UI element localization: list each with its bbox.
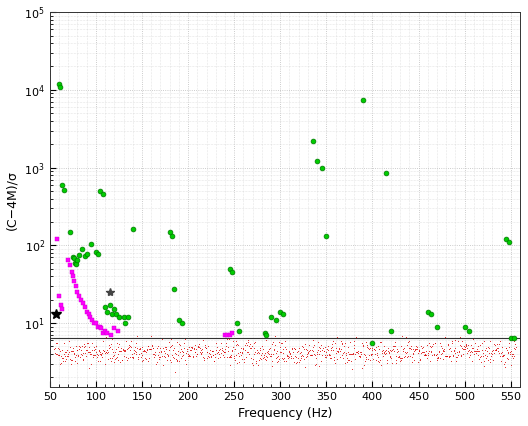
Point (106, 302, 114, 308)
Point (78, 245, 86, 252)
Point (68, 269, 76, 276)
Point (114, 327, 122, 334)
Point (115, 314, 123, 320)
Point (128, 226, 137, 233)
Point (308, 138, 317, 144)
Point (228, 269, 237, 276)
Point (101, 304, 109, 311)
Point (112, 311, 120, 317)
Point (313, 158, 322, 165)
Point (103, 329, 111, 336)
Point (168, 233, 177, 240)
Point (96, 187, 105, 194)
Point (107, 311, 116, 317)
Point (96, 323, 104, 330)
Point (228, 329, 237, 336)
Point (276, 308, 285, 315)
Point (79, 300, 87, 307)
Point (73, 289, 82, 296)
Point (70, 277, 78, 284)
Point (55, 293, 63, 300)
Point (90, 320, 98, 326)
Point (88, 317, 97, 323)
Point (119, 314, 128, 320)
Point (165, 228, 174, 235)
Point (58, 306, 66, 313)
Point (124, 314, 133, 320)
Point (81, 253, 89, 260)
Point (234, 327, 243, 334)
Point (359, 96, 367, 103)
Point (101, 327, 109, 334)
Point (465, 327, 474, 334)
Point (223, 331, 231, 338)
Point (64, 256, 72, 263)
Point (110, 306, 119, 313)
Point (97, 325, 106, 332)
Point (56, 302, 65, 308)
Point (82, 250, 91, 257)
Point (53, 236, 61, 242)
Point (260, 329, 269, 336)
Point (460, 323, 469, 330)
Point (81, 304, 89, 311)
Point (510, 334, 518, 341)
Point (506, 334, 515, 341)
Point (267, 314, 275, 320)
Point (99, 329, 108, 336)
Point (386, 327, 395, 334)
Point (55, 81, 63, 87)
Point (505, 239, 513, 245)
Point (221, 331, 229, 338)
Point (271, 317, 280, 323)
Point (69, 273, 77, 279)
Point (233, 320, 241, 326)
Point (177, 320, 186, 326)
Point (93, 250, 102, 257)
Point (84, 311, 93, 317)
Point (382, 170, 391, 176)
Point (103, 308, 111, 315)
Point (110, 325, 119, 332)
Point (433, 323, 441, 330)
Point (175, 317, 183, 323)
Point (423, 308, 432, 315)
Point (58, 181, 66, 188)
Point (70, 259, 79, 266)
Point (87, 240, 96, 247)
Point (121, 320, 129, 326)
Point (426, 311, 435, 317)
Point (75, 293, 83, 300)
Point (262, 331, 271, 338)
Point (55, 83, 64, 90)
Point (92, 249, 100, 256)
Point (73, 256, 82, 263)
Point (77, 296, 86, 303)
X-axis label: Frequency (Hz): Frequency (Hz) (238, 407, 332, 420)
Point (99, 190, 108, 197)
Point (368, 340, 376, 347)
Point (82, 308, 91, 315)
Point (69, 254, 77, 261)
Point (107, 331, 115, 338)
Point (170, 286, 178, 293)
Point (279, 311, 287, 317)
Point (93, 323, 102, 330)
Point (502, 236, 511, 242)
Point (71, 260, 80, 267)
Point (92, 320, 100, 326)
Y-axis label: (C−4M)/σ: (C−4M)/σ (6, 170, 18, 230)
Point (70, 255, 78, 262)
Point (322, 233, 331, 240)
Point (71, 282, 80, 289)
Point (86, 314, 95, 320)
Point (59, 186, 68, 193)
Point (317, 164, 326, 171)
Point (66, 228, 74, 235)
Point (75, 252, 83, 259)
Point (227, 331, 235, 338)
Point (225, 265, 234, 272)
Point (66, 262, 74, 269)
